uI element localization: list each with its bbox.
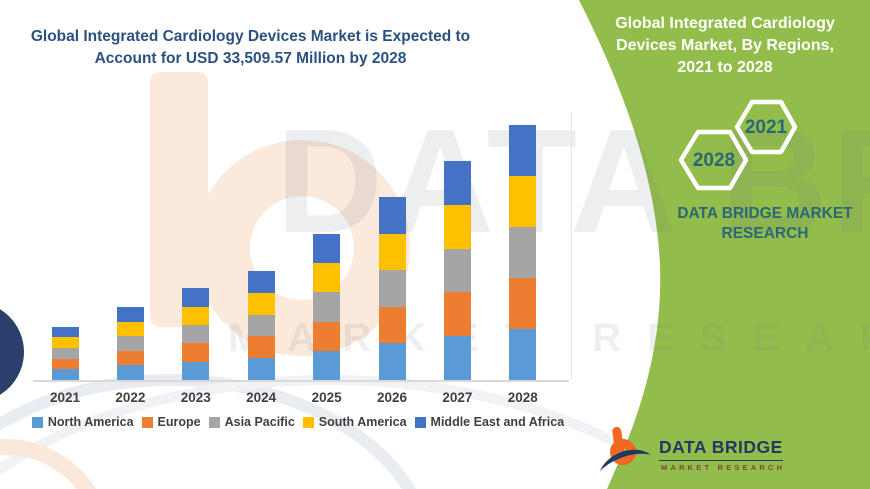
bar-segment-middle-east-and-africa (116, 307, 144, 322)
bar-segment-europe (509, 278, 537, 329)
bar-segment-middle-east-and-africa (51, 326, 79, 338)
bar-segment-middle-east-and-africa (443, 161, 471, 205)
bar-2028 (509, 125, 537, 380)
legend-label-europe: Europe (157, 415, 201, 429)
bar-segment-north-america (509, 329, 537, 380)
legend-swatch-south-america (302, 416, 314, 428)
bar-2023 (182, 288, 210, 380)
bar-segment-south-america (51, 337, 79, 349)
plot-right-border (571, 112, 572, 380)
legend-label-north-america: North America (47, 415, 134, 429)
bar-segment-europe (116, 350, 144, 366)
bar-2021 (51, 326, 79, 380)
panel-title: Global Integrated Cardiology Devices Mar… (600, 13, 850, 79)
hexagon-year-2028: 2028 (692, 150, 736, 171)
bar-segment-north-america (443, 336, 471, 380)
bar-segment-europe (443, 292, 471, 337)
bar-segment-south-america (182, 306, 210, 326)
legend-label-south-america: South America (318, 415, 407, 429)
bar-segment-asia-pacific (313, 292, 341, 322)
bar-segment-north-america (378, 343, 406, 380)
bar-segment-asia-pacific (509, 227, 537, 278)
bar-segment-europe (247, 336, 275, 359)
x-axis-label-2022: 2022 (115, 390, 146, 405)
legend-swatch-north-america (31, 416, 43, 428)
bar-segment-north-america (313, 350, 341, 380)
bar-segment-middle-east-and-africa (313, 233, 341, 264)
data-bridge-b-icon (600, 426, 651, 471)
bar-2025 (313, 233, 341, 380)
legend-label-asia-pacific: Asia Pacific (224, 415, 295, 429)
legend-label-middle-east-and-africa: Middle East and Africa (430, 415, 565, 429)
bar-segment-north-america (51, 369, 79, 380)
hexagon-year-2021: 2021 (744, 117, 788, 138)
legend-swatch-asia-pacific (208, 416, 220, 428)
bar-segment-north-america (116, 365, 144, 380)
logo-wordmark: DATA BRIDGE (659, 437, 783, 461)
bar-segment-south-america (116, 321, 144, 337)
x-axis-label-2027: 2027 (442, 390, 473, 405)
bar-segment-asia-pacific (247, 314, 275, 337)
brand-text: DATA BRIDGE MARKET RESEARCH (655, 204, 870, 244)
chart-title: Global Integrated Cardiology Devices Mar… (28, 26, 473, 70)
bar-segment-europe (51, 358, 79, 370)
x-axis-label-2025: 2025 (311, 390, 342, 405)
panel-title-line1: Global Integrated Cardiology (615, 15, 835, 32)
bar-segment-europe (313, 321, 341, 351)
brand-text-line1: DATA BRIDGE MARKET (677, 205, 853, 222)
bar-segment-asia-pacific (51, 348, 79, 359)
bar-segment-south-america (313, 263, 341, 293)
legend-item-europe: Europe (141, 415, 201, 429)
bar-segment-asia-pacific (443, 248, 471, 293)
x-axis-line (33, 380, 569, 382)
bar-segment-south-america (443, 204, 471, 249)
legend-swatch-middle-east-and-africa (414, 416, 426, 428)
bar-segment-middle-east-and-africa (378, 197, 406, 234)
panel-title-line2: Devices Market, By Regions, (616, 37, 834, 54)
bar-segment-middle-east-and-africa (182, 288, 210, 307)
logo-subtitle: MARKET RESEARCH (661, 463, 786, 472)
bar-segment-south-america (247, 292, 275, 315)
legend-swatch-europe (141, 416, 153, 428)
legend-item-middle-east-and-africa: Middle East and Africa (414, 415, 565, 429)
chart-title-line2: Account for USD 33,509.57 Million by 202… (94, 50, 407, 67)
x-axis-label-2024: 2024 (246, 390, 277, 405)
bar-2027 (443, 161, 471, 380)
x-axis-label-2028: 2028 (507, 390, 538, 405)
brand-text-line2: RESEARCH (721, 225, 809, 242)
legend-item-south-america: South America (302, 415, 407, 429)
x-axis-label-2021: 2021 (49, 390, 81, 405)
x-axis-label-2023: 2023 (180, 390, 211, 405)
legend-item-north-america: North America (31, 415, 134, 429)
footer-logo: DATA BRIDGE MARKET RESEARCH (597, 424, 807, 484)
bar-segment-south-america (509, 176, 537, 227)
bar-segment-asia-pacific (182, 325, 210, 344)
chart-legend: North America Europe Asia Pacific South Ame… (18, 415, 578, 429)
bar-segment-middle-east-and-africa (247, 271, 275, 293)
bar-2022 (116, 307, 144, 380)
panel-title-line3: 2021 to 2028 (677, 59, 773, 76)
x-axis-label-2026: 2026 (376, 390, 408, 405)
bar-segment-middle-east-and-africa (509, 125, 537, 176)
bar-segment-asia-pacific (378, 270, 406, 307)
bar-2024 (247, 271, 275, 380)
bar-segment-north-america (247, 358, 275, 380)
legend-item-asia-pacific: Asia Pacific (208, 415, 295, 429)
bar-segment-south-america (378, 233, 406, 271)
bar-2026 (378, 197, 406, 380)
bar-segment-europe (378, 306, 406, 344)
chart-title-line1: Global Integrated Cardiology Devices Mar… (30, 28, 471, 45)
bar-segment-north-america (182, 361, 210, 380)
bar-segment-asia-pacific (116, 336, 144, 351)
bar-segment-europe (182, 343, 210, 362)
